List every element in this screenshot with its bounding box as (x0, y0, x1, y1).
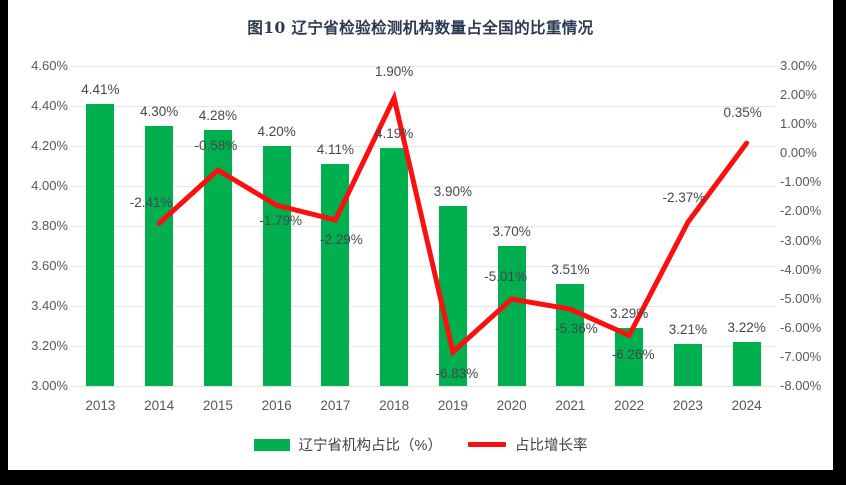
bar-2016[interactable] (262, 146, 291, 386)
line-label-2020: -5.01% (484, 269, 528, 285)
right-axis-tick-label: 3.00% (780, 58, 817, 73)
x-tick-2014: 2014 (144, 398, 175, 413)
gridline (71, 266, 776, 267)
x-tick-2017: 2017 (320, 398, 351, 413)
bar-label-2015: 4.28% (198, 108, 238, 123)
gridline (71, 306, 776, 307)
line-label-2017: -2.29% (319, 231, 363, 247)
bar-2024[interactable] (732, 342, 761, 386)
line-label-2018: 1.90% (374, 64, 414, 79)
legend-bar-swatch-icon (253, 438, 290, 451)
bar-2019[interactable] (438, 206, 467, 386)
bar-label-2018: 4.19% (374, 126, 414, 141)
x-tick-2024: 2024 (731, 398, 762, 413)
bar-label-2013: 4.41% (81, 82, 120, 97)
right-axis-tick-label: -2.00% (780, 203, 822, 219)
x-tick-2021: 2021 (555, 398, 586, 413)
right-axis-tick-label: -1.00% (780, 174, 822, 190)
x-tick-2022: 2022 (614, 398, 645, 413)
bar-label-2017: 4.11% (316, 142, 355, 157)
line-label-2021: -5.36% (554, 321, 598, 337)
right-axis-tick-label: -7.00% (780, 348, 822, 364)
chart-card: 图10 辽宁省检验检测机构数量占全国的比重情况 3.00% 3.20% 3.40% 3… (8, 0, 833, 470)
bar-2013[interactable] (86, 104, 115, 386)
right-axis-tick-label: -8.00% (780, 378, 822, 393)
right-axis-tick-label: -4.00% (780, 261, 822, 277)
line-label-2024: 0.35% (723, 105, 762, 121)
left-axis-tick-label: 3.80% (31, 218, 68, 233)
line-label-2023: -2.37% (662, 190, 706, 206)
line-label-2022: -6.26% (611, 347, 655, 363)
bar-2020[interactable] (497, 246, 526, 386)
right-axis-tick-label: -5.00% (780, 290, 822, 306)
x-tick-2019: 2019 (437, 398, 468, 413)
right-axis-tick-label: 2.00% (780, 87, 817, 103)
bar-label-2024: 3.22% (727, 320, 766, 335)
left-axis-tick-label: 3.60% (31, 258, 68, 273)
legend-label: 占比增长率 (514, 438, 588, 454)
legend-label: 辽宁省机构占比（%） (298, 438, 442, 454)
gridline (71, 226, 776, 227)
page-title: 图10 辽宁省检验检测机构数量占全国的比重情况 (247, 18, 594, 37)
right-axis-tick-label: -3.00% (780, 232, 822, 248)
left-axis-tick-label: 4.60% (31, 58, 68, 73)
line-label-2014: -2.41% (129, 195, 173, 211)
left-axis-tick-label: 4.20% (31, 138, 68, 153)
gridline (71, 146, 776, 147)
gridline (71, 386, 776, 387)
x-tick-2013: 2013 (85, 398, 116, 413)
left-axis-tick-label: 4.00% (31, 178, 68, 193)
left-axis-tick-label: 3.00% (31, 378, 68, 393)
bar-2017[interactable] (321, 164, 350, 386)
gridline (71, 66, 776, 67)
bar-label-2022: 3.29% (609, 306, 649, 321)
legend-item-line[interactable]: 占比增长率 (467, 434, 588, 455)
bar-2014[interactable] (145, 126, 174, 386)
bar-label-2023: 3.21% (668, 322, 708, 337)
bar-label-2016: 4.20% (257, 124, 296, 139)
bar-label-2014: 4.30% (139, 104, 179, 119)
left-axis-tick-label: 3.40% (31, 298, 68, 313)
right-axis-tick-label: 1.00% (780, 116, 817, 132)
gridline (71, 346, 776, 347)
chart-legend: 辽宁省机构占比（%） 占比增长率 (8, 434, 833, 455)
plot-area: 3.00% 3.20% 3.40% 3.60% 3.80% 4.00% 4.20% 4.40%… (8, 0, 833, 470)
bar-2018[interactable] (380, 148, 409, 386)
left-axis-tick-label: 3.20% (31, 338, 68, 353)
line-label-2015: -0.58% (194, 138, 238, 154)
legend-line-swatch-icon (467, 442, 506, 447)
legend-item-bars[interactable]: 辽宁省机构占比（%） (253, 434, 442, 455)
x-tick-2023: 2023 (672, 398, 703, 413)
x-tick-2016: 2016 (261, 398, 292, 413)
bar-2015[interactable] (203, 130, 232, 386)
x-tick-2018: 2018 (379, 398, 410, 413)
right-axis-tick-label: -6.00% (780, 319, 822, 335)
bar-label-2021: 3.51% (551, 262, 590, 277)
line-label-2019: -6.83% (435, 365, 479, 381)
bar-label-2019: 3.90% (433, 184, 473, 199)
right-axis-tick-label: 0.00% (780, 145, 817, 161)
bar-2023[interactable] (673, 344, 702, 386)
x-tick-2015: 2015 (202, 398, 233, 413)
left-axis-tick-label: 4.40% (31, 98, 68, 113)
line-label-2016: -1.79% (259, 213, 303, 229)
x-tick-2020: 2020 (496, 398, 527, 413)
bar-label-2020: 3.70% (492, 224, 531, 239)
